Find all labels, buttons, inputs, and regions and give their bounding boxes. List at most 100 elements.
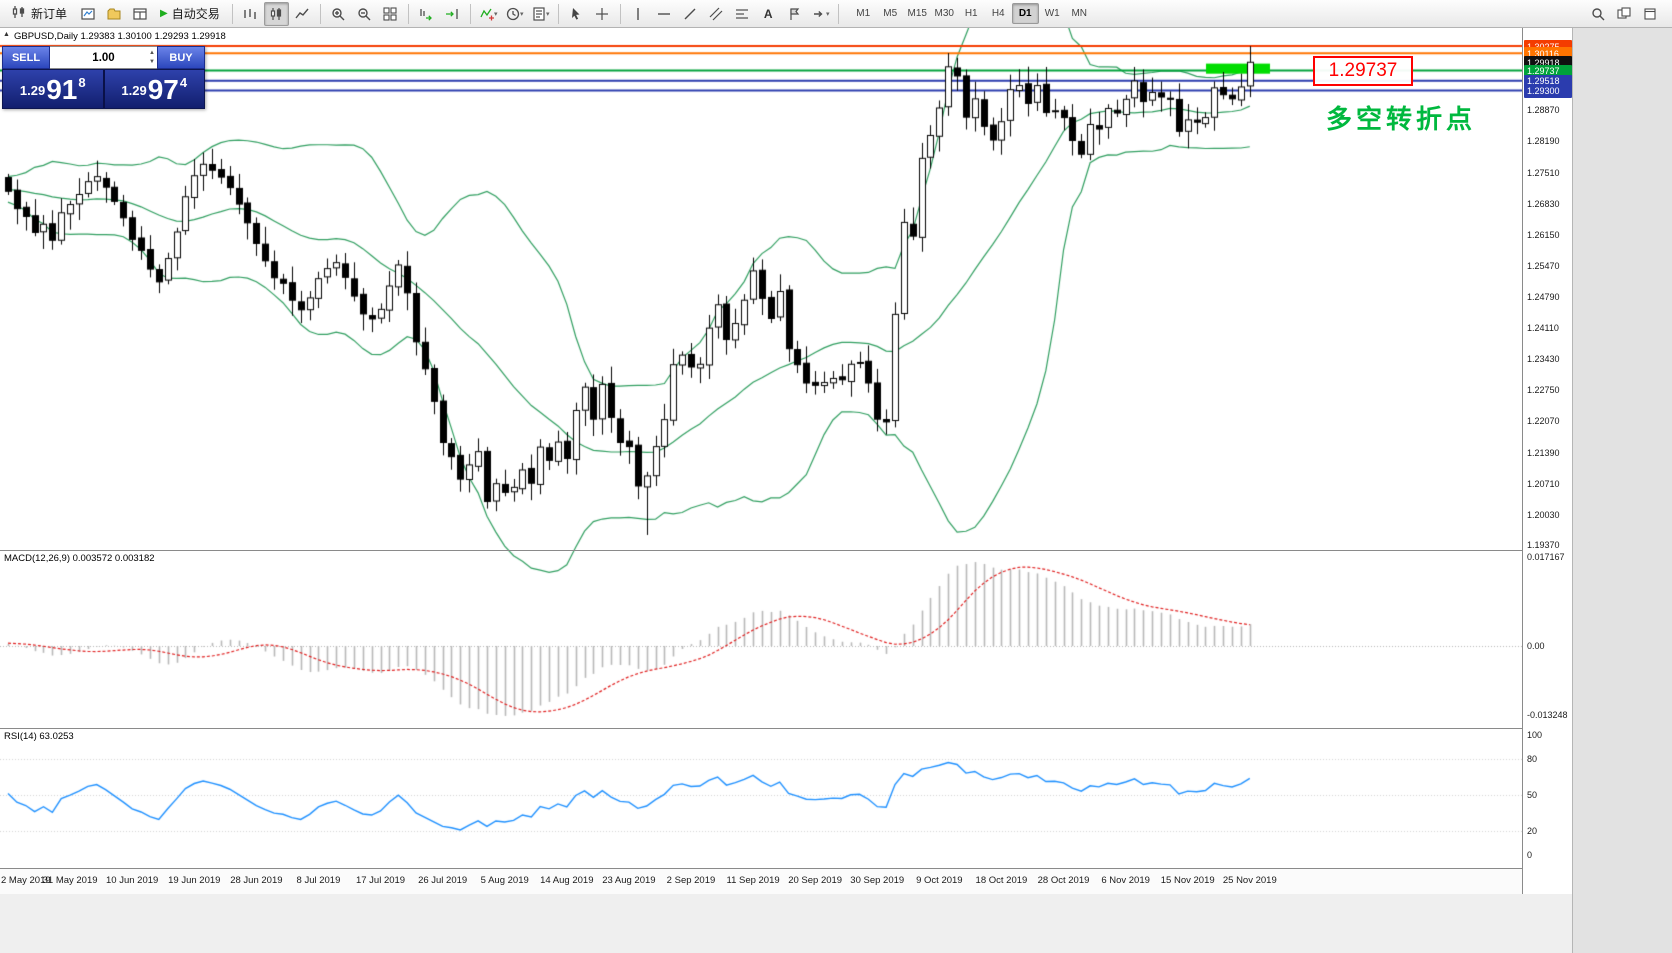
bid-prefix: 1.29	[19, 83, 46, 98]
price-axis-tick: 1.20030	[1527, 509, 1560, 520]
date-axis-label: 23 Aug 2019	[602, 875, 656, 886]
date-axis-label: 5 Aug 2019	[480, 875, 529, 886]
volume-up-icon[interactable]: ▲	[149, 50, 155, 56]
one-click-panel-toggle[interactable]: ▲	[3, 31, 10, 38]
date-axis-label: 14 Aug 2019	[540, 875, 594, 886]
bar-chart-icon[interactable]	[238, 2, 263, 26]
timeframe-h4[interactable]: H4	[991, 8, 1005, 19]
chevron-down-icon: ▾	[519, 10, 524, 18]
date-axis-label: 9 Oct 2019	[916, 875, 963, 886]
tile-windows-icon[interactable]	[378, 2, 403, 26]
toolbar-separator	[407, 3, 409, 24]
horizontal-line-icon[interactable]	[652, 2, 677, 26]
autotrading-button[interactable]: ▶ 自动交易	[153, 2, 227, 26]
volume-input[interactable]: 1.00 ▲ ▼	[50, 46, 157, 69]
label-icon[interactable]	[782, 2, 807, 26]
trade-panel-prices: 1.29 91 8 1.29 97 4	[2, 69, 205, 109]
ask-point: 4	[179, 75, 188, 90]
date-axis-label: 28 Oct 2019	[1037, 875, 1090, 886]
toolbar-separator	[319, 3, 321, 24]
panel-separator-main-macd[interactable]	[0, 550, 1572, 551]
date-axis-label: 6 Nov 2019	[1101, 875, 1150, 886]
price-axis-tick: 1.28190	[1527, 136, 1560, 147]
chart-shift-icon[interactable]	[440, 2, 465, 26]
cursor-icon[interactable]	[564, 2, 589, 26]
price-axis-tick: 1.25470	[1527, 260, 1560, 271]
text-icon[interactable]: A	[756, 2, 781, 26]
date-axis-label: 26 Jul 2019	[418, 875, 468, 886]
symbol-ohlc-header: GBPUSD,Daily 1.29383 1.30100 1.29293 1.2…	[14, 31, 226, 42]
zoom-in-icon[interactable]	[326, 2, 351, 26]
volume-down-icon[interactable]: ▼	[149, 58, 155, 65]
bid-price[interactable]: 1.29 91 8	[3, 70, 103, 108]
toolbar-separator	[557, 3, 559, 24]
chart-annotation-text[interactable]: 多空转折点	[1326, 104, 1477, 134]
new-chart-icon[interactable]	[75, 2, 100, 26]
date-axis-label: 28 Jun 2019	[230, 875, 283, 886]
timeframe-m15[interactable]: M15	[907, 8, 927, 19]
profiles-icon[interactable]	[101, 2, 126, 26]
price-chart-canvas[interactable]	[0, 28, 1522, 869]
price-axis[interactable]: 1.28870 1.28190 1.27510 1.26830 1.26150 1.254…	[1522, 28, 1572, 894]
toolbar-separator	[837, 3, 839, 24]
toolbar-separator	[469, 3, 471, 24]
price-axis-tick: 1.22750	[1527, 385, 1560, 396]
macd-axis-tick: -0.013248	[1527, 709, 1568, 720]
price-level-label-box[interactable]: 1.29737	[1313, 56, 1413, 86]
right-gutter	[1572, 28, 1672, 953]
trade-panel-controls: SELL 1.00 ▲ ▼ BUY	[2, 46, 205, 69]
price-axis-tick: 1.27510	[1527, 167, 1560, 178]
data-window-icon[interactable]	[127, 2, 152, 26]
timeframe-m5[interactable]: M5	[883, 8, 898, 19]
sell-button[interactable]: SELL	[2, 46, 50, 69]
macd-indicator-label: MACD(12,26,9) 0.003572 0.003182	[4, 553, 155, 564]
window-cascade-icon[interactable]	[1611, 2, 1636, 26]
top-toolbar: 新订单 ▶ 自动交易 ▾ ▾ ▾ A	[0, 0, 1672, 28]
channel-icon[interactable]	[704, 2, 729, 26]
window-maximize-icon[interactable]	[1637, 2, 1662, 26]
macd-axis-tick: 0.017167	[1527, 551, 1565, 562]
price-axis-tag: 1.29518	[1524, 74, 1572, 88]
date-axis-label: 25 Nov 2019	[1222, 875, 1277, 886]
crosshair-icon[interactable]	[590, 2, 615, 26]
price-axis-tick: 1.22070	[1527, 416, 1560, 427]
ask-price[interactable]: 1.29 97 4	[102, 70, 205, 108]
date-axis-label: 11 Sep 2019	[726, 875, 780, 886]
bid-point: 8	[78, 75, 86, 90]
vertical-line-icon[interactable]	[626, 2, 651, 26]
zoom-out-icon[interactable]	[352, 2, 377, 26]
buy-button[interactable]: BUY	[157, 46, 205, 69]
new-order-button[interactable]: 新订单	[4, 2, 74, 26]
auto-scroll-icon[interactable]	[414, 2, 439, 26]
timeframe-mn[interactable]: MN	[1071, 8, 1088, 19]
date-axis-label: 20 Sep 2019	[788, 875, 843, 886]
rsi-axis-tick: 50	[1527, 790, 1538, 800]
trendline-icon[interactable]	[678, 2, 703, 26]
timeframe-m30[interactable]: M30	[934, 8, 954, 19]
templates-icon[interactable]: ▾	[528, 2, 553, 26]
ask-pips: 97	[147, 74, 179, 105]
price-axis-tick: 1.24110	[1527, 323, 1559, 334]
date-axis-label: 8 Jul 2019	[296, 875, 341, 886]
fibonacci-icon[interactable]	[730, 2, 755, 26]
price-axis-tick: 1.24790	[1527, 291, 1560, 302]
chevron-down-icon: ▾	[493, 10, 498, 18]
date-axis[interactable]: 2 May 2019 31 May 2019 10 Jun 2019 19 Jun 2…	[0, 869, 1522, 894]
timeframe-w1[interactable]: W1	[1044, 8, 1060, 19]
price-axis-tag: 1.29737	[1524, 64, 1572, 78]
panel-separator-rsi-dates	[0, 868, 1572, 869]
indicators-icon[interactable]: ▾	[476, 2, 501, 26]
periods-icon[interactable]: ▾	[502, 2, 527, 26]
timeframe-h1[interactable]: H1	[964, 8, 978, 19]
new-order-icon	[11, 4, 27, 23]
candlestick-chart-icon[interactable]	[263, 1, 289, 26]
panel-separator-macd-rsi[interactable]	[0, 728, 1572, 729]
arrows-icon[interactable]: ▾	[808, 2, 833, 26]
timeframe-d1[interactable]: D1	[1011, 3, 1039, 24]
line-chart-icon[interactable]	[290, 2, 315, 26]
search-icon[interactable]	[1585, 2, 1610, 26]
toolbar-right-group	[1585, 2, 1668, 26]
timeframe-m1[interactable]: M1	[856, 8, 871, 19]
autotrading-icon: ▶	[160, 8, 168, 19]
